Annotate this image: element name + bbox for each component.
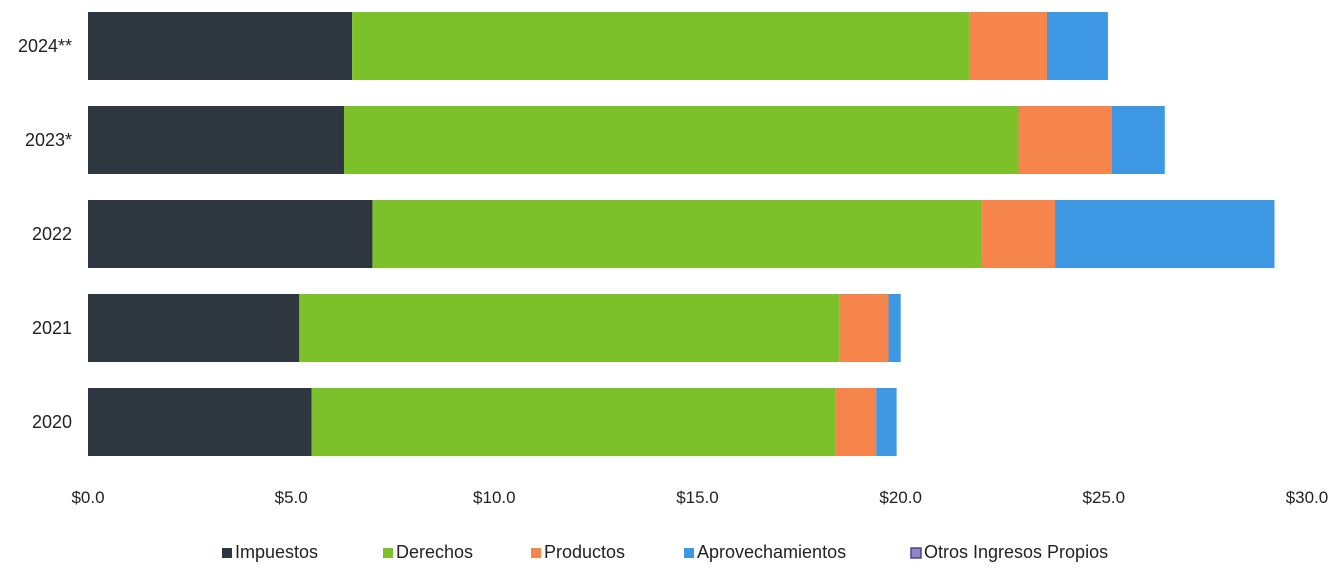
bar-segment-productos-2021 bbox=[839, 294, 889, 362]
x-tick-label: $10.0 bbox=[473, 488, 516, 507]
category-labels: 2024** 2023* 2022 2021 2020 bbox=[18, 36, 72, 432]
x-tick-label: $5.0 bbox=[275, 488, 308, 507]
bar-segment-derechos-2020 bbox=[311, 388, 836, 456]
category-label: 2021 bbox=[32, 318, 72, 338]
category-label: 2022 bbox=[32, 224, 72, 244]
legend: Impuestos Derechos Productos Aprovechamient… bbox=[222, 542, 1108, 562]
x-axis-tick-labels: $0.0 $5.0 $10.0 $15.0 $20.0 $25.0 $30.0 bbox=[71, 488, 1328, 507]
bar-segment-productos-2023 bbox=[1018, 106, 1112, 174]
category-label: 2023* bbox=[25, 130, 72, 150]
legend-marker-impuestos bbox=[222, 548, 232, 558]
x-tick-label: $20.0 bbox=[879, 488, 922, 507]
legend-marker-aprovechamientos bbox=[684, 548, 694, 558]
legend-label-aprovechamientos: Aprovechamientos bbox=[697, 542, 846, 562]
bar-segment-aprovechamientos-2021 bbox=[888, 294, 901, 362]
bar-segment-aprovechamientos-2022 bbox=[1055, 200, 1275, 268]
legend-marker-productos bbox=[531, 548, 541, 558]
legend-marker-otros-ingresos-propios bbox=[910, 547, 922, 559]
bar-segment-aprovechamientos-2024 bbox=[1046, 12, 1108, 80]
legend-label-otros-ingresos-propios: Otros Ingresos Propios bbox=[924, 542, 1108, 562]
bar-segment-impuestos-2024 bbox=[88, 12, 353, 80]
x-tick-label: $25.0 bbox=[1083, 488, 1126, 507]
bar-segment-productos-2022 bbox=[981, 200, 1056, 268]
legend-label-impuestos: Impuestos bbox=[235, 542, 318, 562]
bar-segment-impuestos-2020 bbox=[88, 388, 312, 456]
bar-segment-derechos-2024 bbox=[352, 12, 970, 80]
bar-segment-derechos-2022 bbox=[372, 200, 982, 268]
bar-segment-impuestos-2021 bbox=[88, 294, 300, 362]
bar-segment-aprovechamientos-2023 bbox=[1111, 106, 1165, 174]
category-label: 2020 bbox=[32, 412, 72, 432]
bar-segment-aprovechamientos-2020 bbox=[876, 388, 897, 456]
bar-segment-productos-2024 bbox=[969, 12, 1047, 80]
bar-segment-derechos-2023 bbox=[343, 106, 1019, 174]
x-tick-label: $0.0 bbox=[71, 488, 104, 507]
x-tick-label: $15.0 bbox=[676, 488, 719, 507]
x-tick-label: $30.0 bbox=[1286, 488, 1329, 507]
bar-segment-derechos-2021 bbox=[299, 294, 840, 362]
bar-segment-impuestos-2022 bbox=[88, 200, 373, 268]
category-label: 2024** bbox=[18, 36, 72, 56]
bars-layer bbox=[88, 12, 1275, 456]
legend-label-derechos: Derechos bbox=[396, 542, 473, 562]
bar-segment-productos-2020 bbox=[835, 388, 877, 456]
legend-marker-derechos bbox=[383, 548, 393, 558]
bar-segment-impuestos-2023 bbox=[88, 106, 344, 174]
legend-label-productos: Productos bbox=[544, 542, 625, 562]
